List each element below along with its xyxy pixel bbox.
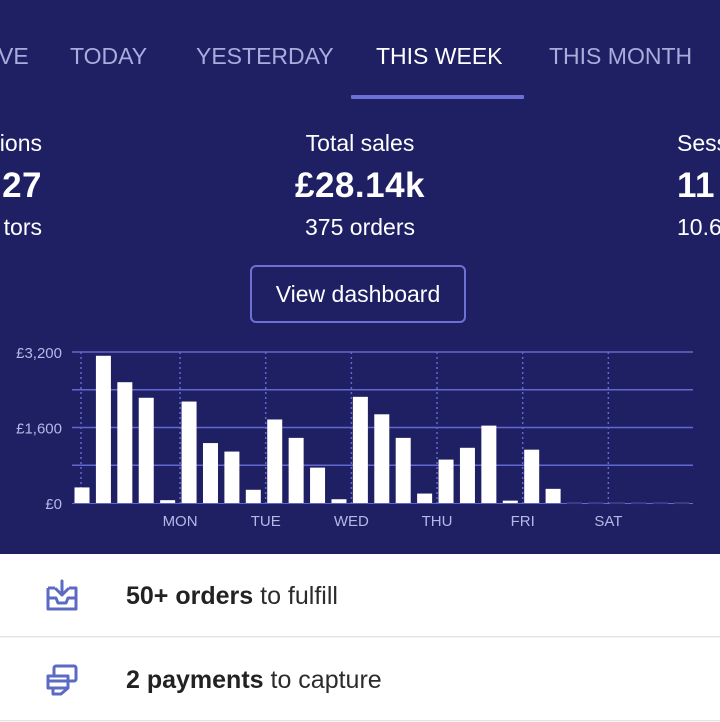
stat-subtext: 10.6 [677,214,720,240]
x-tick-label: THU [422,513,453,530]
tab-live[interactable]: VE [0,43,29,69]
task-label: 50+ orders to fulfill [126,554,338,638]
view-dashboard-button[interactable]: View dashboard [250,265,466,323]
stat-label: ions [0,130,42,156]
sales-bar [138,397,154,503]
y-tick-label: £1,600 [16,421,62,438]
sales-bar [652,502,668,505]
x-tick-label: MON [163,513,198,530]
task-fulfill-orders[interactable]: 50+ orders to fulfill [0,554,720,637]
tab-yesterday[interactable]: YESTERDAY [196,43,334,69]
sales-bar [417,493,433,503]
sales-bar [331,499,347,503]
x-tick-label: WED [334,513,369,530]
stat-sessions-next[interactable]: Sess 11 10.6 [677,130,720,250]
sales-bar [117,382,133,503]
sales-bar [524,449,540,503]
x-tick-label: SAT [594,513,622,530]
stat-sessions-partial[interactable]: ions 27 tors [0,130,50,250]
x-tick-label: TUE [251,513,281,530]
sales-bar [267,419,283,503]
stat-label: Sess [677,130,720,156]
sales-bar [202,443,218,503]
x-tick-label: FRI [511,513,535,530]
sales-bar [631,502,647,505]
y-tick-label: £3,200 [16,345,62,362]
sales-bar [609,502,625,505]
sales-bar [395,437,411,503]
sales-bar [588,502,604,505]
stat-subtext: 375 orders [305,214,415,240]
task-count: 2 payments [126,666,264,694]
stat-total-sales[interactable]: Total sales £28.14k 375 orders [0,130,720,250]
sales-bar [224,451,240,503]
sales-bar [567,502,583,505]
stat-value: £28.14k [294,166,426,205]
sales-bar [352,396,368,503]
analytics-panel: VE TODAY YESTERDAY THIS WEEK THIS MONTH … [0,0,720,554]
tab-this-week[interactable]: THIS WEEK [376,43,503,69]
sales-bar [310,467,326,503]
sales-bar [502,500,518,503]
sales-bar [374,414,390,503]
task-label: 2 payments to capture [126,638,382,722]
task-description: to capture [263,666,382,694]
stat-value: 27 [2,166,42,205]
active-tab-indicator [351,95,524,99]
sales-bar [459,447,475,503]
sales-bar [438,459,454,503]
sales-bar [245,489,261,503]
cards-payment-icon [46,664,78,696]
sales-bar [288,437,304,503]
sales-bar [74,487,90,503]
stat-label: Total sales [305,130,415,156]
sales-bar [545,488,561,503]
tab-today[interactable]: TODAY [70,43,148,69]
sales-bar [481,425,497,503]
sales-bar [674,502,690,505]
stat-value: 11 [677,166,715,205]
task-capture-payments[interactable]: 2 payments to capture [0,638,720,721]
sales-bar-chart: £3,200 £1,600 £0 MON TUE WED THU FRI SAT [16,345,693,530]
task-count: 50+ orders [126,582,254,610]
tab-this-month[interactable]: THIS MONTH [549,43,693,69]
sales-bar [160,500,176,503]
sales-bar [95,355,111,503]
sales-bar [181,401,197,503]
inbox-download-icon [46,579,78,611]
task-description: to fulfill [253,582,338,610]
y-tick-label: £0 [45,496,62,513]
stat-subtext: tors [3,214,42,240]
